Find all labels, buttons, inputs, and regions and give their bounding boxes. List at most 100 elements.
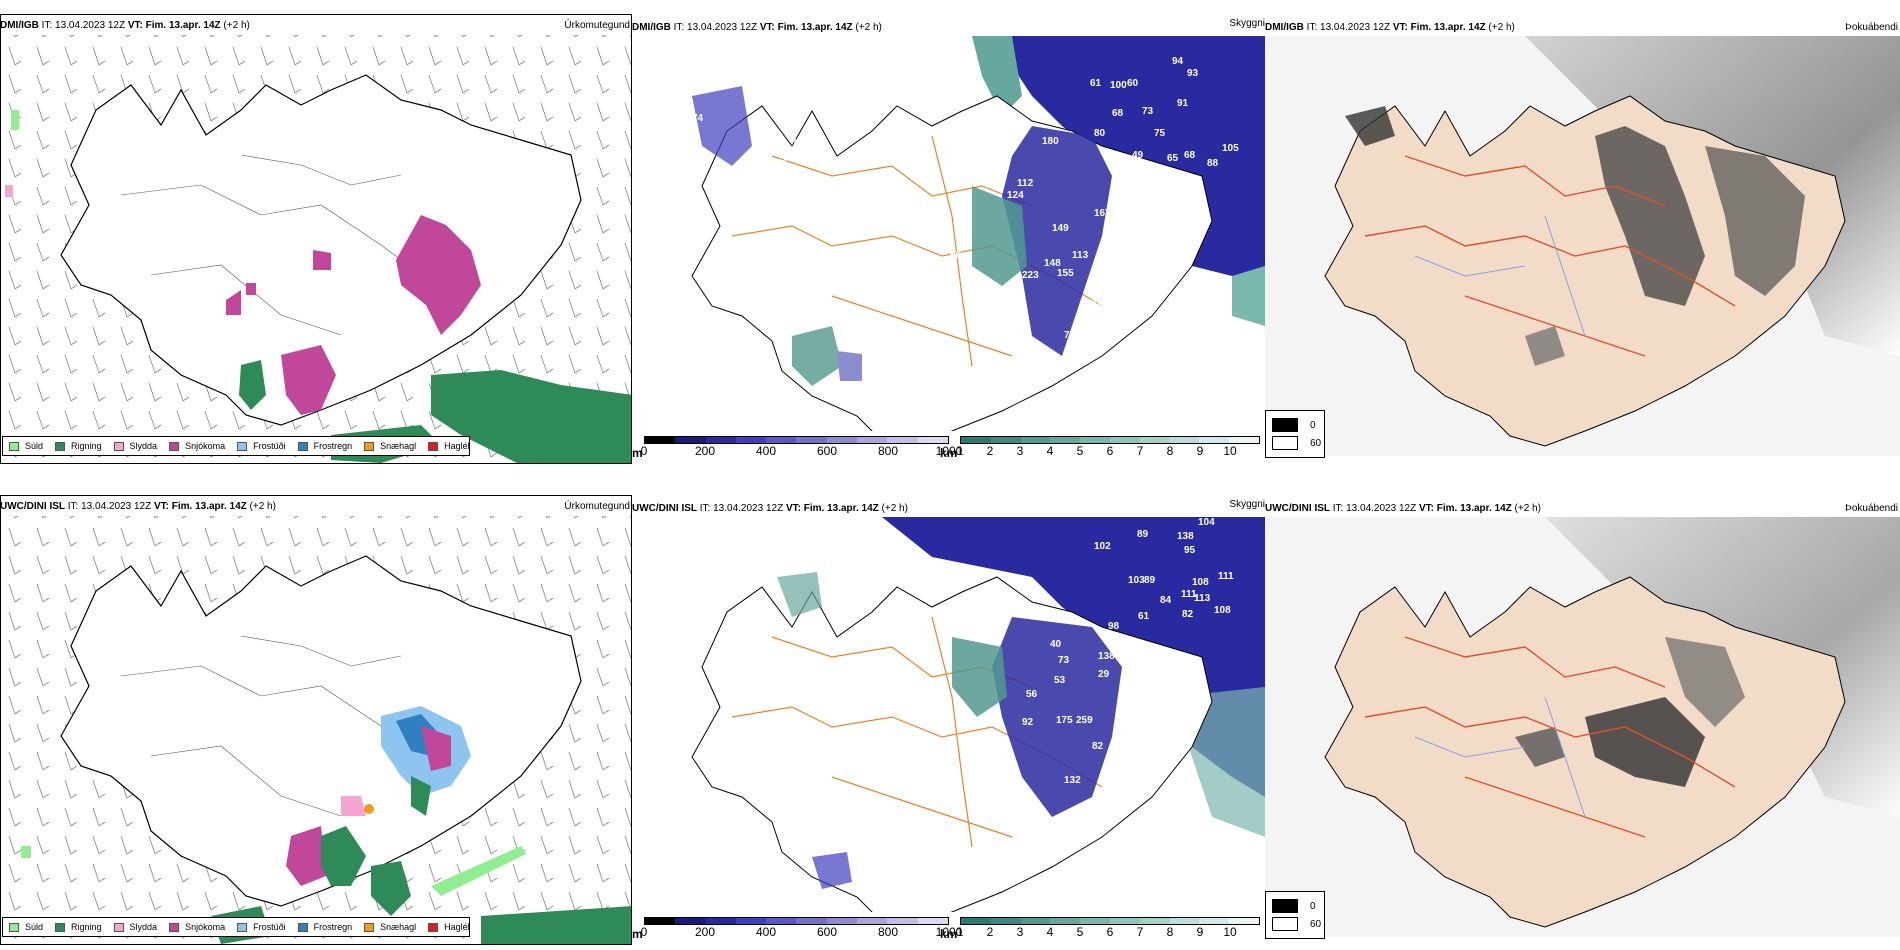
iceland-outline <box>60 74 582 426</box>
legend-item: Rigning <box>55 922 102 932</box>
vis-value: 175 <box>1056 715 1073 726</box>
colorbar-tick-label: 7 <box>1136 444 1144 458</box>
vis-value: 103 <box>1120 188 1137 199</box>
colorbar-cell <box>1050 437 1081 443</box>
panel-fog-top: DMI/IGB IT: 13.04.2023 12Z VT: Fim. 13.a… <box>1265 14 1900 464</box>
precip-map[interactable] <box>0 14 632 464</box>
colorbar-cell <box>796 437 827 443</box>
vis-value: 74 <box>692 113 704 124</box>
colorbar-tick-label: 9 <box>1196 444 1204 458</box>
model-label: DMI/IGB <box>1265 22 1304 33</box>
colorbar-tick-label: 1000 <box>935 444 963 458</box>
panel-title: Skyggni <box>1229 18 1265 29</box>
legend-swatch <box>169 922 180 932</box>
legend-swatch <box>113 922 124 932</box>
vis-value: 61 <box>1138 611 1150 622</box>
panel-title: Úrkomutegund <box>564 20 630 31</box>
init-time: IT: 13.04.2023 12Z <box>670 22 760 33</box>
colorbar-tick-label: 200 <box>694 925 716 939</box>
fog-legend-row: 60 <box>1266 915 1324 933</box>
legend-swatch <box>9 441 19 451</box>
colorbar-cell <box>1109 918 1140 924</box>
legend-label: Slydda <box>129 441 158 451</box>
vis-value: 99 <box>1192 178 1204 189</box>
colorbar-cell <box>990 437 1021 443</box>
colorbar-tick-label: 8 <box>1166 925 1174 939</box>
valid-time: VT: Fim. 13.apr. 14Z <box>153 501 247 512</box>
colorbar-cell <box>1080 918 1110 924</box>
vis-value: 46 <box>922 348 934 359</box>
fog-swatch <box>1272 436 1298 450</box>
colorbar-cell <box>1169 437 1200 443</box>
fog-swatch <box>1272 418 1298 432</box>
legend-item: Snæhagl <box>364 922 416 932</box>
panel-header: UWC/DINI ISL IT: 13.04.2023 12Z VT: Fim.… <box>632 503 908 515</box>
panel-precip-type-top: DMI/IGB IT: 13.04.2023 12Z VT: Fim. 13.a… <box>0 14 632 464</box>
legend-label: Slydda <box>129 922 158 932</box>
colorbar-cell <box>917 437 948 443</box>
vis-value: 84 <box>1160 595 1172 606</box>
visibility-values: 74 94 93 61 100 60 91 68 73 80 75 105 18… <box>692 56 1239 409</box>
legend-item: Frostúði <box>237 922 286 932</box>
vis-value: 116 <box>772 158 789 169</box>
colorbar-cell <box>917 918 948 924</box>
vis-value: 138 <box>1177 531 1194 542</box>
colorbar-cell <box>1229 918 1259 924</box>
colorbar-tick-label: 10 <box>1223 444 1237 458</box>
colorbar-tick-label: 3 <box>1016 444 1024 458</box>
vis-value: 148 <box>1044 258 1061 269</box>
colorbar-cell <box>826 918 858 924</box>
legend-item: Haglél <box>428 441 470 451</box>
vis-value: 100 <box>1110 80 1127 91</box>
panel-title: Úrkomutegund <box>564 501 630 512</box>
fog-map[interactable] <box>1265 36 1900 456</box>
panel-header: DMI/IGB IT: 13.04.2023 12Z VT: Fim. 13.a… <box>1265 22 1515 34</box>
valid-time: VT: Fim. 13.apr. 14Z <box>1392 22 1486 33</box>
legend-swatch <box>169 441 180 451</box>
colorbar-tick-label: 200 <box>694 444 716 458</box>
colorbar-cell <box>645 437 676 443</box>
vis-value: 91 <box>1177 98 1189 109</box>
vis-value: 193 <box>938 859 955 870</box>
lead-time: (+2 h) <box>1511 503 1541 514</box>
vis-value: 60 <box>1127 78 1139 89</box>
legend-label: Frostregn <box>313 441 353 451</box>
model-label: UWC/DINI ISL <box>0 501 65 512</box>
vis-value: 259 <box>1076 715 1093 726</box>
iceland-outline <box>1324 95 1846 447</box>
colorbar-tick-label: 0 <box>640 925 648 939</box>
legend-swatch <box>113 441 124 451</box>
vis-value: 273 <box>1112 248 1129 259</box>
vis-value: 82 <box>1092 741 1104 752</box>
colorbar-tick-label: 600 <box>816 444 838 458</box>
vis-value: 108 <box>1192 577 1209 588</box>
legend-swatch <box>55 922 66 932</box>
vis-value: 88 <box>1207 158 1219 169</box>
m-unit: m <box>632 446 643 460</box>
legend-swatch <box>297 441 308 451</box>
colorbar-cell <box>887 437 918 443</box>
vis-value: 84 <box>1147 178 1159 189</box>
visibility-map[interactable]: 74 94 93 61 100 60 91 68 73 80 75 105 18… <box>632 36 1265 431</box>
vis-value: 40 <box>1050 639 1062 650</box>
visibility-map[interactable]: 744.844 104 89 138 102 95 111 103 89 108… <box>632 517 1265 912</box>
colorbar-tick-label: 1 <box>956 925 964 939</box>
lead-time: (+2 h) <box>1485 22 1515 33</box>
legend-item: Slydda <box>113 441 158 451</box>
fog-map[interactable] <box>1265 517 1900 937</box>
colorbar-tick-label: 1 <box>956 444 964 458</box>
vis-value: 105 <box>1222 143 1239 154</box>
vis-value: 223 <box>1022 270 1039 281</box>
valid-time: VT: Fim. 13.apr. 14Z <box>759 22 853 33</box>
init-time: IT: 13.04.2023 12Z <box>1303 22 1393 33</box>
km-unit: km <box>940 446 958 460</box>
vis-value: 61 <box>1090 78 1102 89</box>
legend-swatch <box>428 441 439 451</box>
colorbar-tick-label: 800 <box>877 925 899 939</box>
km-colorbar: 1 2 3 4 5 6 7 8 9 10 <box>956 436 1260 460</box>
colorbar-tick-label: 400 <box>755 444 777 458</box>
colorbar-tick-label: 8 <box>1166 444 1174 458</box>
precip-map[interactable] <box>0 495 632 945</box>
panel-title: Þokuábendi <box>1845 503 1898 514</box>
vis-value: 113 <box>1194 593 1211 604</box>
